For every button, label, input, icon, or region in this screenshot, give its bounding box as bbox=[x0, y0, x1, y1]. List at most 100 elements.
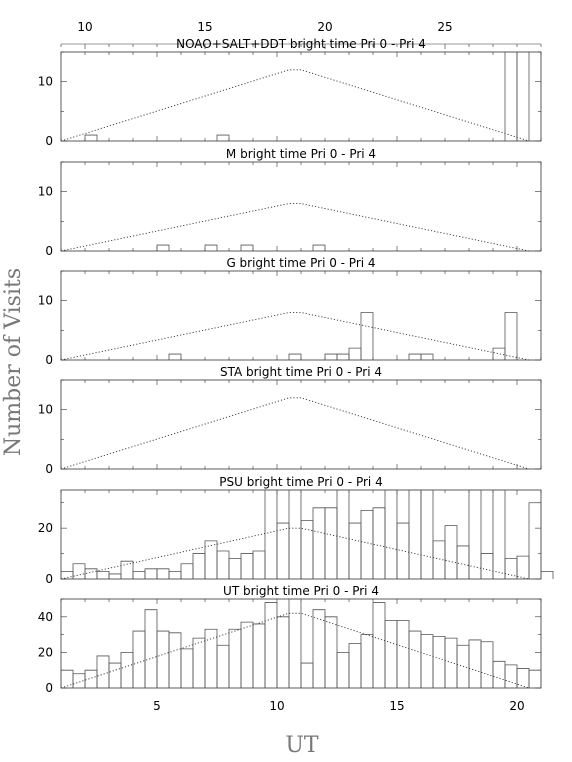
histogram-bar bbox=[528, 502, 542, 579]
histogram-bar bbox=[420, 353, 434, 360]
histogram-bar bbox=[168, 632, 182, 688]
panel-title: PSU bright time Pri 0 - Pri 4 bbox=[219, 475, 382, 489]
x-axis-label: UT bbox=[285, 733, 319, 758]
y-tick-label: 0 bbox=[45, 353, 53, 367]
histogram-bar bbox=[492, 347, 506, 360]
histogram-bar bbox=[372, 507, 386, 579]
histogram-bar bbox=[180, 648, 194, 688]
panel-title: M bright time Pri 0 - Pri 4 bbox=[226, 147, 376, 161]
histogram-bar bbox=[96, 570, 110, 579]
panel-3: G bright time Pri 0 - Pri 4 0 10 bbox=[38, 256, 542, 367]
histogram-bar bbox=[384, 619, 398, 688]
histogram-bar bbox=[276, 616, 290, 688]
y-tick-label: 10 bbox=[38, 185, 53, 199]
panel-title: NOAO+SALT+DDT bright time Pri 0 - Pri 4 bbox=[176, 37, 426, 51]
top-x-tick-label: 20 bbox=[317, 20, 332, 34]
top-x-tick-label: 15 bbox=[197, 20, 212, 34]
histogram-bar bbox=[348, 643, 362, 688]
histogram-bar bbox=[216, 644, 230, 688]
histogram-bar bbox=[144, 568, 158, 579]
histogram-bar bbox=[348, 347, 362, 360]
histogram-bar bbox=[336, 353, 350, 360]
histogram-bar bbox=[120, 652, 134, 688]
y-tick-label: 0 bbox=[45, 572, 53, 586]
envelope-line bbox=[60, 69, 530, 142]
histogram-bar bbox=[492, 489, 506, 579]
histogram-bar bbox=[408, 630, 422, 688]
histogram-bar bbox=[84, 669, 98, 688]
y-tick-label: 10 bbox=[38, 294, 53, 308]
envelope-line bbox=[60, 203, 530, 252]
histogram-bar bbox=[504, 664, 518, 688]
histogram-bar bbox=[504, 312, 518, 360]
panel-title: G bright time Pri 0 - Pri 4 bbox=[226, 256, 375, 270]
histogram-bar bbox=[420, 634, 434, 688]
histogram-bar bbox=[156, 568, 170, 579]
y-tick-label: 0 bbox=[45, 462, 53, 476]
histogram-bar bbox=[480, 553, 494, 579]
histogram-bar bbox=[264, 489, 278, 579]
histogram-bar bbox=[216, 550, 230, 579]
y-tick-label: 20 bbox=[38, 645, 53, 659]
histogram-bar bbox=[240, 621, 254, 688]
histogram-bar bbox=[108, 662, 122, 688]
histogram-bar bbox=[516, 555, 530, 579]
histogram-bar bbox=[144, 609, 158, 688]
panel-frame bbox=[60, 379, 542, 470]
histogram-bar bbox=[84, 568, 98, 579]
histogram-bar bbox=[516, 51, 530, 141]
histogram-bar bbox=[60, 570, 74, 579]
histogram-bar bbox=[252, 550, 266, 579]
bottom-x-axis: 5 10 15 20 bbox=[153, 699, 524, 713]
histogram-bar bbox=[348, 522, 362, 579]
histogram-bar bbox=[240, 244, 254, 251]
histogram-bar bbox=[84, 134, 98, 141]
histogram-bar bbox=[444, 637, 458, 688]
y-tick-label: 0 bbox=[45, 134, 53, 148]
histogram-bar bbox=[60, 669, 74, 688]
histogram-bar bbox=[204, 628, 218, 688]
panel-title: STA bright time Pri 0 - Pri 4 bbox=[220, 365, 382, 379]
histogram-bar bbox=[120, 560, 134, 579]
histogram-bar bbox=[312, 244, 326, 251]
panel-5: PSU bright time Pri 0 - Pri 4 0 20 bbox=[38, 475, 554, 586]
histogram-bar bbox=[252, 623, 266, 688]
histogram-bar bbox=[480, 641, 494, 688]
histogram-bar bbox=[300, 520, 314, 579]
bottom-x-tick-label: 5 bbox=[153, 699, 161, 713]
histogram-bar bbox=[168, 353, 182, 360]
histogram-bar bbox=[468, 639, 482, 688]
histogram-bar bbox=[540, 570, 554, 579]
envelope-line bbox=[60, 397, 530, 470]
panel-frame bbox=[60, 161, 542, 252]
panel-6: UT bright time Pri 0 - Pri 4 0 20 40 bbox=[38, 584, 542, 695]
histogram-bar bbox=[192, 553, 206, 579]
histogram-bar bbox=[384, 489, 398, 579]
bottom-x-tick-label: 15 bbox=[389, 699, 404, 713]
histogram-bar bbox=[288, 353, 302, 360]
histogram-bar bbox=[72, 563, 86, 579]
panel-1: NOAO+SALT+DDT bright time Pri 0 - Pri 4 0… bbox=[38, 37, 542, 148]
histogram-bar bbox=[264, 602, 278, 688]
y-tick-label: 0 bbox=[45, 244, 53, 258]
histogram-bar bbox=[372, 602, 386, 688]
histogram-bar bbox=[288, 598, 302, 688]
histogram-bar bbox=[504, 51, 518, 141]
histogram-bar bbox=[324, 616, 338, 688]
histogram-bar bbox=[408, 353, 422, 360]
histogram-bar bbox=[204, 540, 218, 579]
panel-2: M bright time Pri 0 - Pri 4 0 10 bbox=[38, 147, 542, 258]
panel-title: UT bright time Pri 0 - Pri 4 bbox=[223, 584, 379, 598]
histogram-bar bbox=[336, 489, 350, 579]
histogram-bar bbox=[408, 489, 422, 579]
panel-frame bbox=[60, 51, 542, 142]
histogram-bar bbox=[216, 134, 230, 141]
histogram-bar bbox=[240, 553, 254, 579]
histogram-bar bbox=[228, 558, 242, 579]
histogram-bar bbox=[360, 634, 374, 688]
histogram-bar bbox=[228, 628, 242, 688]
histogram-bar bbox=[168, 570, 182, 579]
y-tick-label: 0 bbox=[45, 681, 53, 695]
histogram-bar bbox=[324, 353, 338, 360]
